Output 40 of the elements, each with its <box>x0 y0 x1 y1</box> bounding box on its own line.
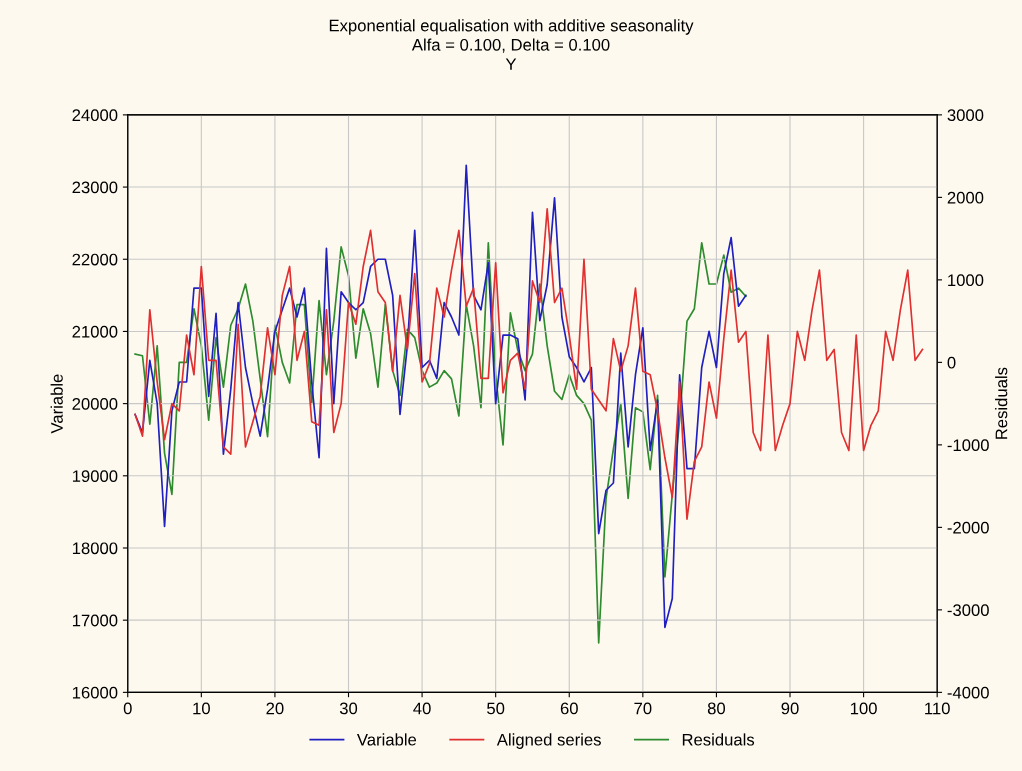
x-tick-label: 20 <box>266 702 284 715</box>
y2-tick-label: 3000 <box>947 109 984 122</box>
x-tick-label: 80 <box>707 702 726 715</box>
x-tick-label: 50 <box>487 702 505 715</box>
text: Y <box>505 58 517 70</box>
x-tick-label: 90 <box>781 702 799 715</box>
x-tick-label: 30 <box>339 702 358 715</box>
y-tick-label: 18000 <box>72 542 118 555</box>
y2-tick-label: -2000 <box>947 521 989 534</box>
y2-tick-label: -1000 <box>947 439 989 452</box>
x-tick-label: 60 <box>560 702 578 715</box>
x-tick-label: 0 <box>123 702 132 715</box>
y-tick-label: 20000 <box>72 398 118 410</box>
y-tick-label: 22000 <box>72 253 118 266</box>
y2-tick-label: 1000 <box>948 274 984 287</box>
y-tick-label: 16000 <box>72 686 118 699</box>
y2-tick-label: 0 <box>947 356 956 369</box>
y-tick-label: 17000 <box>72 614 118 627</box>
x-tick-label: 100 <box>850 702 877 715</box>
y2-tick-label: -3000 <box>947 604 989 617</box>
y2-tick-label: 2000 <box>947 191 984 204</box>
y2-axis-title: Residuals <box>995 367 1008 439</box>
line-series <box>134 207 924 520</box>
x-tick-label: 70 <box>634 702 652 715</box>
y-axis-title: Variable <box>50 374 63 434</box>
y-tick-label: 21000 <box>72 325 118 338</box>
line-series <box>134 164 747 629</box>
y2-tick-label: -4000 <box>947 686 989 699</box>
y-tick-label: 19000 <box>72 470 118 483</box>
y-tick-label: 23000 <box>72 181 118 194</box>
x-tick-label: 40 <box>413 702 431 715</box>
legend-label: Aligned series <box>496 733 601 749</box>
chart-subtitle: Alfa = 0.100, Delta = 0.100 <box>411 38 610 53</box>
x-tick-label: 110 <box>925 702 950 715</box>
y-tick-label: 24000 <box>72 109 118 122</box>
legend-label: Residuals <box>682 733 755 746</box>
chart-title: Exponential equalisation with additive seasonality <box>329 19 694 35</box>
x-tick-label: 10 <box>193 702 210 715</box>
legend-label: Variable <box>356 733 417 746</box>
line-series <box>134 241 747 644</box>
